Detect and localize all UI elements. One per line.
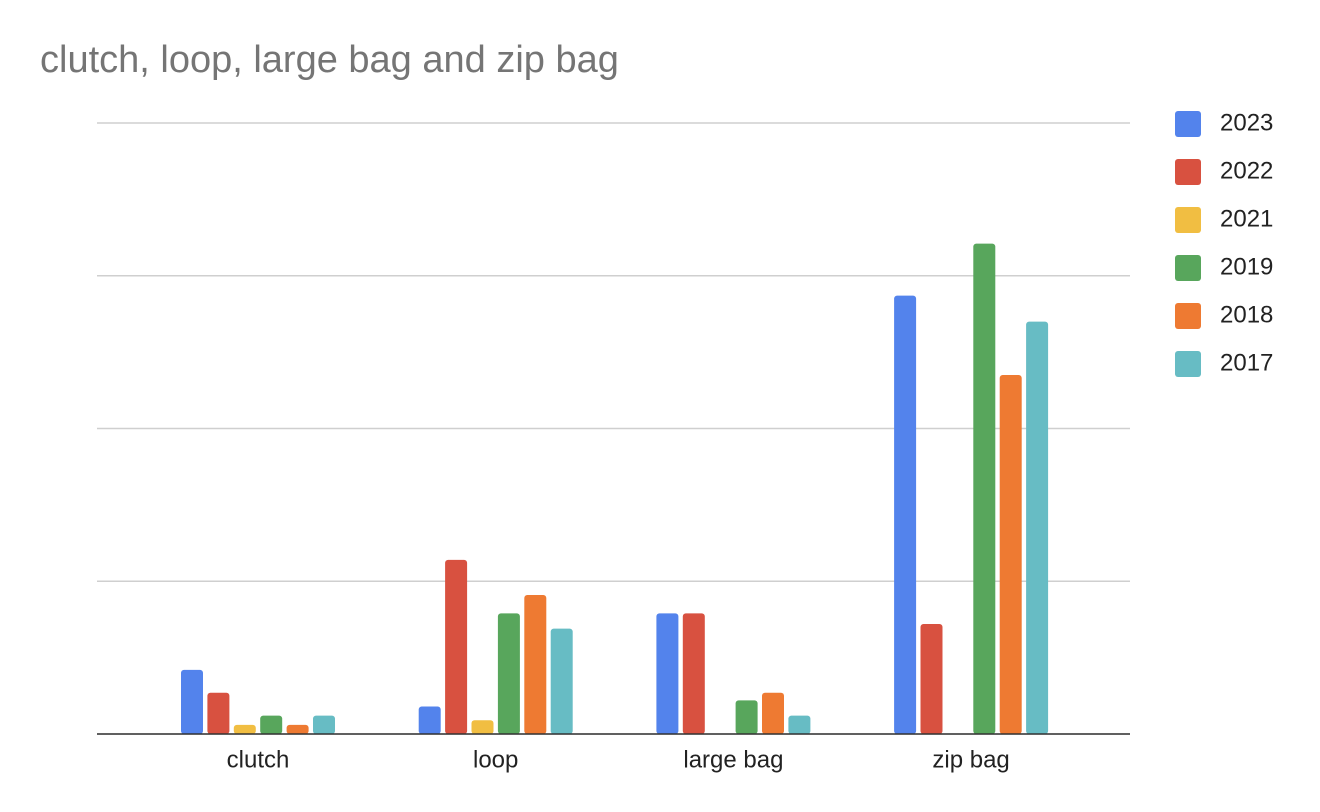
bar <box>762 692 784 734</box>
legend-swatch <box>1175 111 1201 137</box>
bar <box>682 613 705 734</box>
bar <box>418 706 441 734</box>
legend-swatch <box>1175 351 1201 377</box>
x-tick-label: loop <box>473 746 518 773</box>
legend-label: 2018 <box>1220 301 1273 328</box>
legend-label: 2019 <box>1220 253 1273 280</box>
bar <box>1026 321 1049 734</box>
bar <box>524 594 547 734</box>
bar <box>207 692 230 734</box>
legend-swatch <box>1175 207 1201 233</box>
bar <box>181 669 203 734</box>
x-tick-label: clutch <box>227 746 290 773</box>
legend-label: 2017 <box>1220 349 1273 376</box>
bar <box>550 628 573 734</box>
legend-swatch <box>1175 255 1201 281</box>
bar <box>656 613 679 734</box>
bar <box>788 715 811 734</box>
legend-label: 2023 <box>1220 109 1273 136</box>
x-tick-label: zip bag <box>932 746 1009 773</box>
legend-swatch <box>1175 303 1201 329</box>
bar <box>894 295 917 734</box>
x-tick-label: large bag <box>683 746 783 773</box>
legend-swatch <box>1175 159 1201 185</box>
bar <box>260 715 283 734</box>
bar <box>313 715 335 734</box>
chart-title: clutch, loop, large bag and zip bag <box>40 39 619 81</box>
bar <box>471 720 494 734</box>
legend-label: 2022 <box>1220 157 1273 184</box>
bar <box>445 559 468 734</box>
bar <box>497 613 520 734</box>
bar <box>233 724 256 734</box>
bar <box>286 724 309 734</box>
bar <box>920 624 943 734</box>
legend-label: 2021 <box>1220 205 1273 232</box>
bar <box>735 700 758 734</box>
bar <box>999 375 1022 734</box>
bar <box>973 243 996 735</box>
